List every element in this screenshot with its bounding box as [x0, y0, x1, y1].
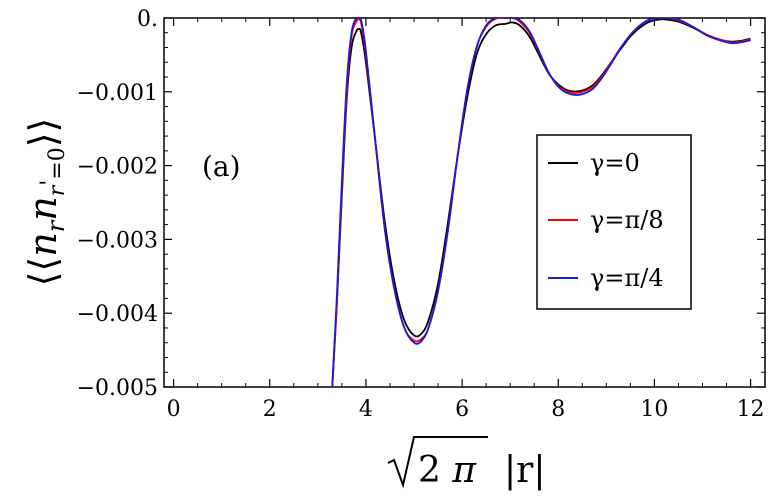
- sqrt-symbol: [387, 436, 488, 489]
- legend: γ=0 γ=π/8 γ=π/4: [536, 134, 692, 310]
- x-tick-label: 8: [551, 397, 565, 422]
- y-tick-label: 0.: [137, 7, 158, 32]
- y-tick-label: −0.001: [77, 81, 158, 106]
- series-line-2: [331, 18, 751, 387]
- series-layer: [331, 18, 751, 387]
- x-tick-label: 2: [263, 397, 277, 422]
- legend-label-1: γ=π/8: [590, 206, 664, 234]
- legend-label-0: γ=0: [590, 149, 640, 177]
- y-tick-label: −0.005: [77, 376, 158, 401]
- x-tick-label: 0: [167, 397, 181, 422]
- x-axis: 0 2 4 6 8 10 12: [167, 18, 765, 422]
- y-tick-label: −0.004: [77, 302, 158, 327]
- series-line-0: [331, 18, 751, 387]
- x-tick-label: 6: [455, 397, 469, 422]
- x-axis-title-root: 2 π: [418, 450, 477, 491]
- x-tick-label: 4: [359, 397, 373, 422]
- y-axis: 0. −0.001 −0.002 −0.003 −0.004 −0.005: [77, 7, 765, 401]
- y-axis-title: ⟨⟨nrnr'=0⟩⟩: [21, 118, 70, 287]
- x-axis-title-abs: |r|: [504, 450, 545, 491]
- x-tick-label: 12: [737, 397, 765, 422]
- svg-text:⟨⟨nrnr'=0⟩⟩: ⟨⟨nrnr'=0⟩⟩: [21, 118, 70, 287]
- y-tick-label: −0.002: [77, 155, 158, 180]
- plot-frame: [163, 17, 766, 388]
- x-axis-title: 2 π |r|: [387, 436, 545, 491]
- y-tick-label: −0.003: [77, 228, 158, 253]
- legend-label-2: γ=π/4: [590, 264, 664, 292]
- panel-annotation: (a): [202, 150, 241, 183]
- x-tick-label: 10: [640, 397, 668, 422]
